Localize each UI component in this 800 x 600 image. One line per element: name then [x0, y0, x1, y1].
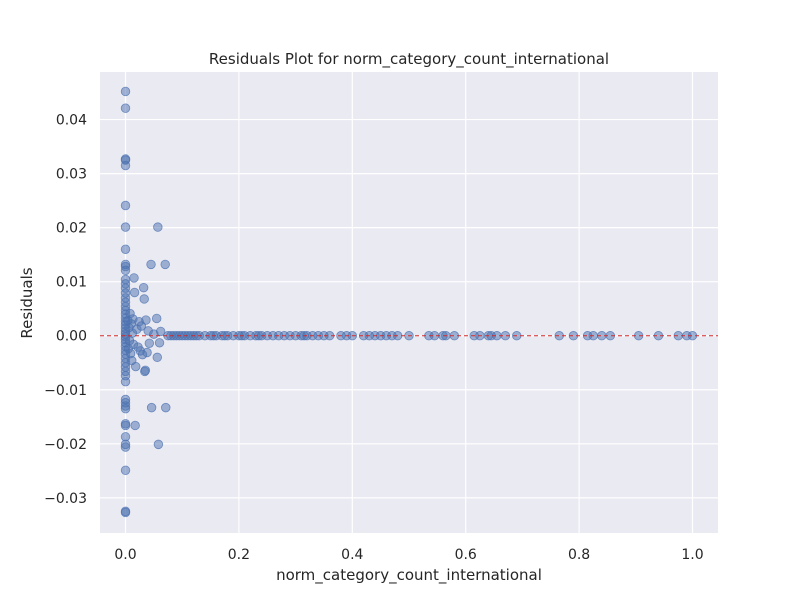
- data-point: [153, 439, 164, 450]
- data-point: [152, 352, 162, 363]
- y-axis-label: Residuals: [18, 267, 36, 338]
- x-axis-ticks: 0.0 0.2 0.4 0.6 0.8 1.0: [114, 547, 703, 563]
- data-point: [154, 338, 165, 348]
- x-tick-label: 1.0: [681, 547, 703, 563]
- x-axis-label: norm_category_count_international: [276, 566, 542, 585]
- grid: [100, 72, 718, 533]
- data-point: [120, 222, 131, 232]
- y-tick-label: 0.02: [56, 221, 87, 237]
- x-tick-label: 0.6: [455, 547, 477, 563]
- data-point: [139, 294, 149, 304]
- x-tick-label: 0.8: [568, 547, 590, 563]
- y-tick-label: −0.03: [44, 491, 87, 507]
- x-tick-label: 0.4: [341, 547, 363, 563]
- y-tick-label: 0.04: [56, 113, 87, 129]
- plot-area: [100, 72, 718, 533]
- data-point: [151, 313, 162, 324]
- data-point: [120, 160, 131, 171]
- y-tick-label: −0.01: [44, 383, 87, 399]
- y-axis-ticks: −0.03 −0.02 −0.01 0.00 0.01 0.02 0.03 0.04: [44, 113, 87, 507]
- data-point: [120, 265, 131, 276]
- data-point: [138, 282, 149, 293]
- data-point: [146, 402, 157, 413]
- data-point: [130, 420, 140, 431]
- chart-title: Residuals Plot for norm_category_count_i…: [209, 50, 609, 69]
- data-point: [120, 200, 131, 211]
- data-points: [120, 86, 698, 518]
- data-point: [120, 420, 131, 431]
- data-point: [120, 103, 131, 113]
- data-point: [120, 507, 131, 518]
- data-point: [120, 403, 131, 414]
- data-point: [120, 376, 131, 387]
- y-tick-label: −0.02: [44, 437, 87, 453]
- data-point: [160, 259, 170, 270]
- data-point: [144, 338, 155, 349]
- data-point: [140, 365, 151, 376]
- data-point: [120, 244, 131, 254]
- data-point: [131, 361, 141, 372]
- data-point: [146, 259, 156, 270]
- data-point: [120, 465, 131, 476]
- data-point: [120, 86, 131, 97]
- data-point: [153, 222, 163, 232]
- y-tick-label: 0.01: [56, 275, 87, 291]
- y-tick-label: 0.00: [56, 329, 87, 345]
- data-point: [142, 347, 152, 358]
- data-point: [120, 442, 131, 452]
- x-tick-label: 0.0: [114, 547, 136, 563]
- data-point: [161, 402, 171, 413]
- data-point: [155, 326, 166, 337]
- data-point: [129, 273, 139, 283]
- y-tick-label: 0.03: [56, 167, 87, 183]
- data-point: [129, 287, 140, 298]
- data-point: [141, 315, 151, 325]
- x-tick-label: 0.2: [228, 547, 250, 563]
